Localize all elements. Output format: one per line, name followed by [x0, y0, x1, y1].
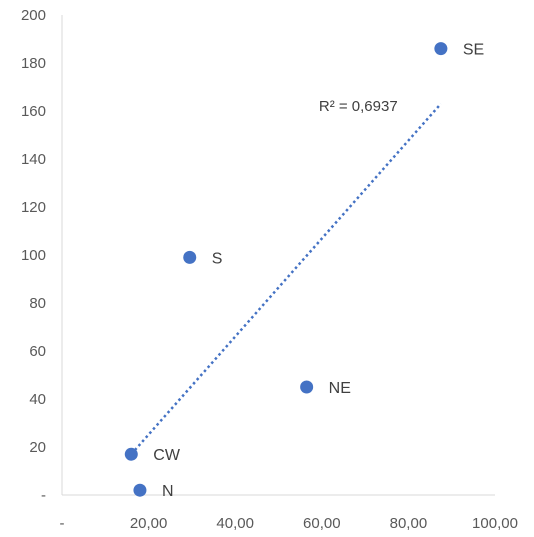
y-tick-label: 80 [29, 295, 46, 312]
y-tick-label: 180 [21, 55, 46, 72]
y-tick-label: 20 [29, 439, 46, 456]
x-tick-label: 20,00 [130, 515, 168, 532]
x-tick-label: - [60, 515, 65, 532]
data-label-n: N [162, 483, 174, 500]
data-point-ne [300, 380, 314, 394]
x-tick-label: 40,00 [216, 515, 254, 532]
r-squared-label: R² = 0,6937 [319, 98, 398, 115]
y-tick-label: 200 [21, 7, 46, 24]
data-point-se [434, 42, 448, 56]
x-tick-label: 80,00 [390, 515, 428, 532]
data-label-cw: CW [153, 447, 181, 464]
data-label-ne: NE [329, 380, 351, 397]
data-label-se: SE [463, 42, 484, 59]
data-point-s [183, 250, 197, 264]
x-tick-label: 60,00 [303, 515, 341, 532]
y-tick-label: - [41, 487, 46, 504]
y-tick-label: 100 [21, 247, 46, 264]
y-tick-label: 40 [29, 391, 46, 408]
data-label-s: S [212, 250, 223, 267]
data-points: SE S NE CW N [124, 42, 484, 500]
data-point-n [133, 483, 147, 497]
x-axis-ticks: - 20,00 40,00 60,00 80,00 100,00 [60, 515, 518, 532]
y-tick-label: 160 [21, 103, 46, 120]
trendline [130, 102, 442, 456]
data-point-cw [124, 447, 138, 461]
y-tick-label: 60 [29, 343, 46, 360]
y-tick-label: 120 [21, 199, 46, 216]
x-tick-label: 100,00 [472, 515, 518, 532]
y-axis-ticks: - 20 40 60 80 100 120 140 160 180 200 [21, 7, 46, 504]
y-tick-label: 140 [21, 151, 46, 168]
